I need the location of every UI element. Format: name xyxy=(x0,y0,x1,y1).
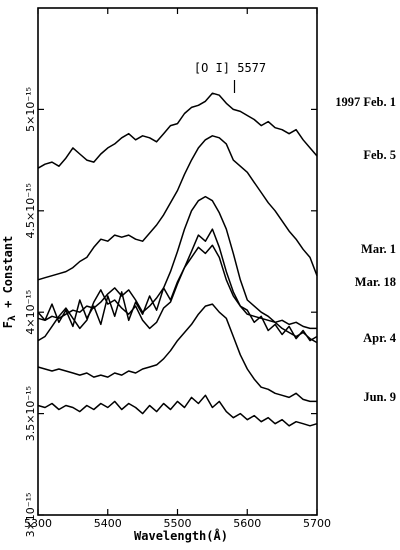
x-axis-title: Wavelength(Å) xyxy=(134,528,228,543)
spectrum-line-2 xyxy=(37,135,318,281)
x-tick-label: 5400 xyxy=(94,517,122,530)
spectrum-line-1 xyxy=(37,92,318,169)
y-tick-label: 3×10⁻¹⁵ xyxy=(24,493,37,538)
y-tick-label: 3.5×10⁻¹⁵ xyxy=(24,386,37,441)
y-tick-label: 5×10⁻¹⁵ xyxy=(24,87,37,132)
y-tick-label: 4×10⁻¹⁵ xyxy=(24,290,37,335)
y-axis-title: Fλ + Constant xyxy=(1,236,18,329)
spectrum-line-7 xyxy=(37,394,318,427)
y-tick-label: 4.5×10⁻¹⁵ xyxy=(24,183,37,238)
date-label: Feb. 5 xyxy=(363,148,396,162)
date-labels: 1997 Feb. 1 Feb. 5 Mar. 1 Mar. 18 Apr. 4 Jun.… xyxy=(335,95,397,404)
spectrum-line-6 xyxy=(37,303,317,403)
x-axis: 5300 5400 5500 5600 5700 xyxy=(24,8,331,530)
spectrum-line-3 xyxy=(37,195,318,344)
series-layer xyxy=(37,92,318,427)
date-label: Mar. 18 xyxy=(355,275,396,289)
x-tick-label: 5700 xyxy=(303,517,331,530)
spectrum-line-5 xyxy=(37,244,317,342)
oi-line-annotation: [O I] 5577 xyxy=(194,61,266,75)
annotation: [O I] 5577 xyxy=(194,61,266,93)
x-tick-label: 5300 xyxy=(24,517,52,530)
date-label: Jun. 9 xyxy=(363,390,396,404)
date-label: Apr. 4 xyxy=(363,331,397,345)
x-tick-label: 5600 xyxy=(233,517,261,530)
date-label: Mar. 1 xyxy=(361,242,396,256)
date-label: 1997 Feb. 1 xyxy=(335,95,396,109)
spectrum-line-4 xyxy=(37,228,318,342)
x-tick-label: 5500 xyxy=(164,517,192,530)
y-axis: 3×10⁻¹⁵ 3.5×10⁻¹⁵ 4×10⁻¹⁵ 4.5×10⁻¹⁵ 5×10⁻¹⁵ xyxy=(24,87,317,537)
